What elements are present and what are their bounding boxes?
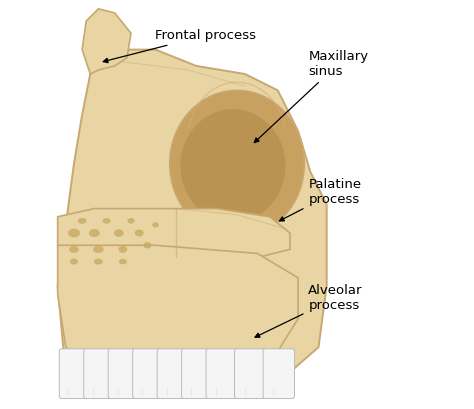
- FancyBboxPatch shape: [157, 349, 186, 398]
- Ellipse shape: [153, 222, 158, 227]
- Text: Maxillary
sinus: Maxillary sinus: [255, 50, 368, 143]
- Ellipse shape: [68, 229, 80, 237]
- Ellipse shape: [119, 246, 127, 252]
- Text: Alveolar
process: Alveolar process: [255, 284, 363, 337]
- FancyBboxPatch shape: [235, 349, 266, 398]
- Ellipse shape: [78, 218, 86, 223]
- Ellipse shape: [70, 246, 78, 253]
- FancyBboxPatch shape: [108, 349, 137, 398]
- FancyBboxPatch shape: [133, 349, 161, 398]
- Text: Frontal process: Frontal process: [103, 29, 256, 63]
- FancyBboxPatch shape: [59, 349, 87, 398]
- FancyBboxPatch shape: [84, 349, 112, 398]
- Polygon shape: [58, 245, 298, 368]
- Ellipse shape: [170, 90, 304, 237]
- Ellipse shape: [135, 230, 143, 236]
- Polygon shape: [58, 209, 290, 258]
- FancyBboxPatch shape: [263, 349, 294, 398]
- Ellipse shape: [94, 259, 102, 264]
- Ellipse shape: [114, 229, 123, 236]
- Ellipse shape: [93, 246, 103, 253]
- FancyBboxPatch shape: [182, 349, 211, 398]
- Ellipse shape: [70, 259, 78, 264]
- FancyBboxPatch shape: [206, 349, 237, 398]
- Ellipse shape: [180, 109, 286, 223]
- Polygon shape: [58, 49, 327, 376]
- Polygon shape: [82, 9, 131, 74]
- Text: Palatine
process: Palatine process: [280, 178, 362, 221]
- Ellipse shape: [103, 218, 110, 223]
- Ellipse shape: [89, 229, 100, 237]
- Ellipse shape: [144, 243, 151, 248]
- Ellipse shape: [128, 218, 134, 223]
- Ellipse shape: [119, 259, 127, 264]
